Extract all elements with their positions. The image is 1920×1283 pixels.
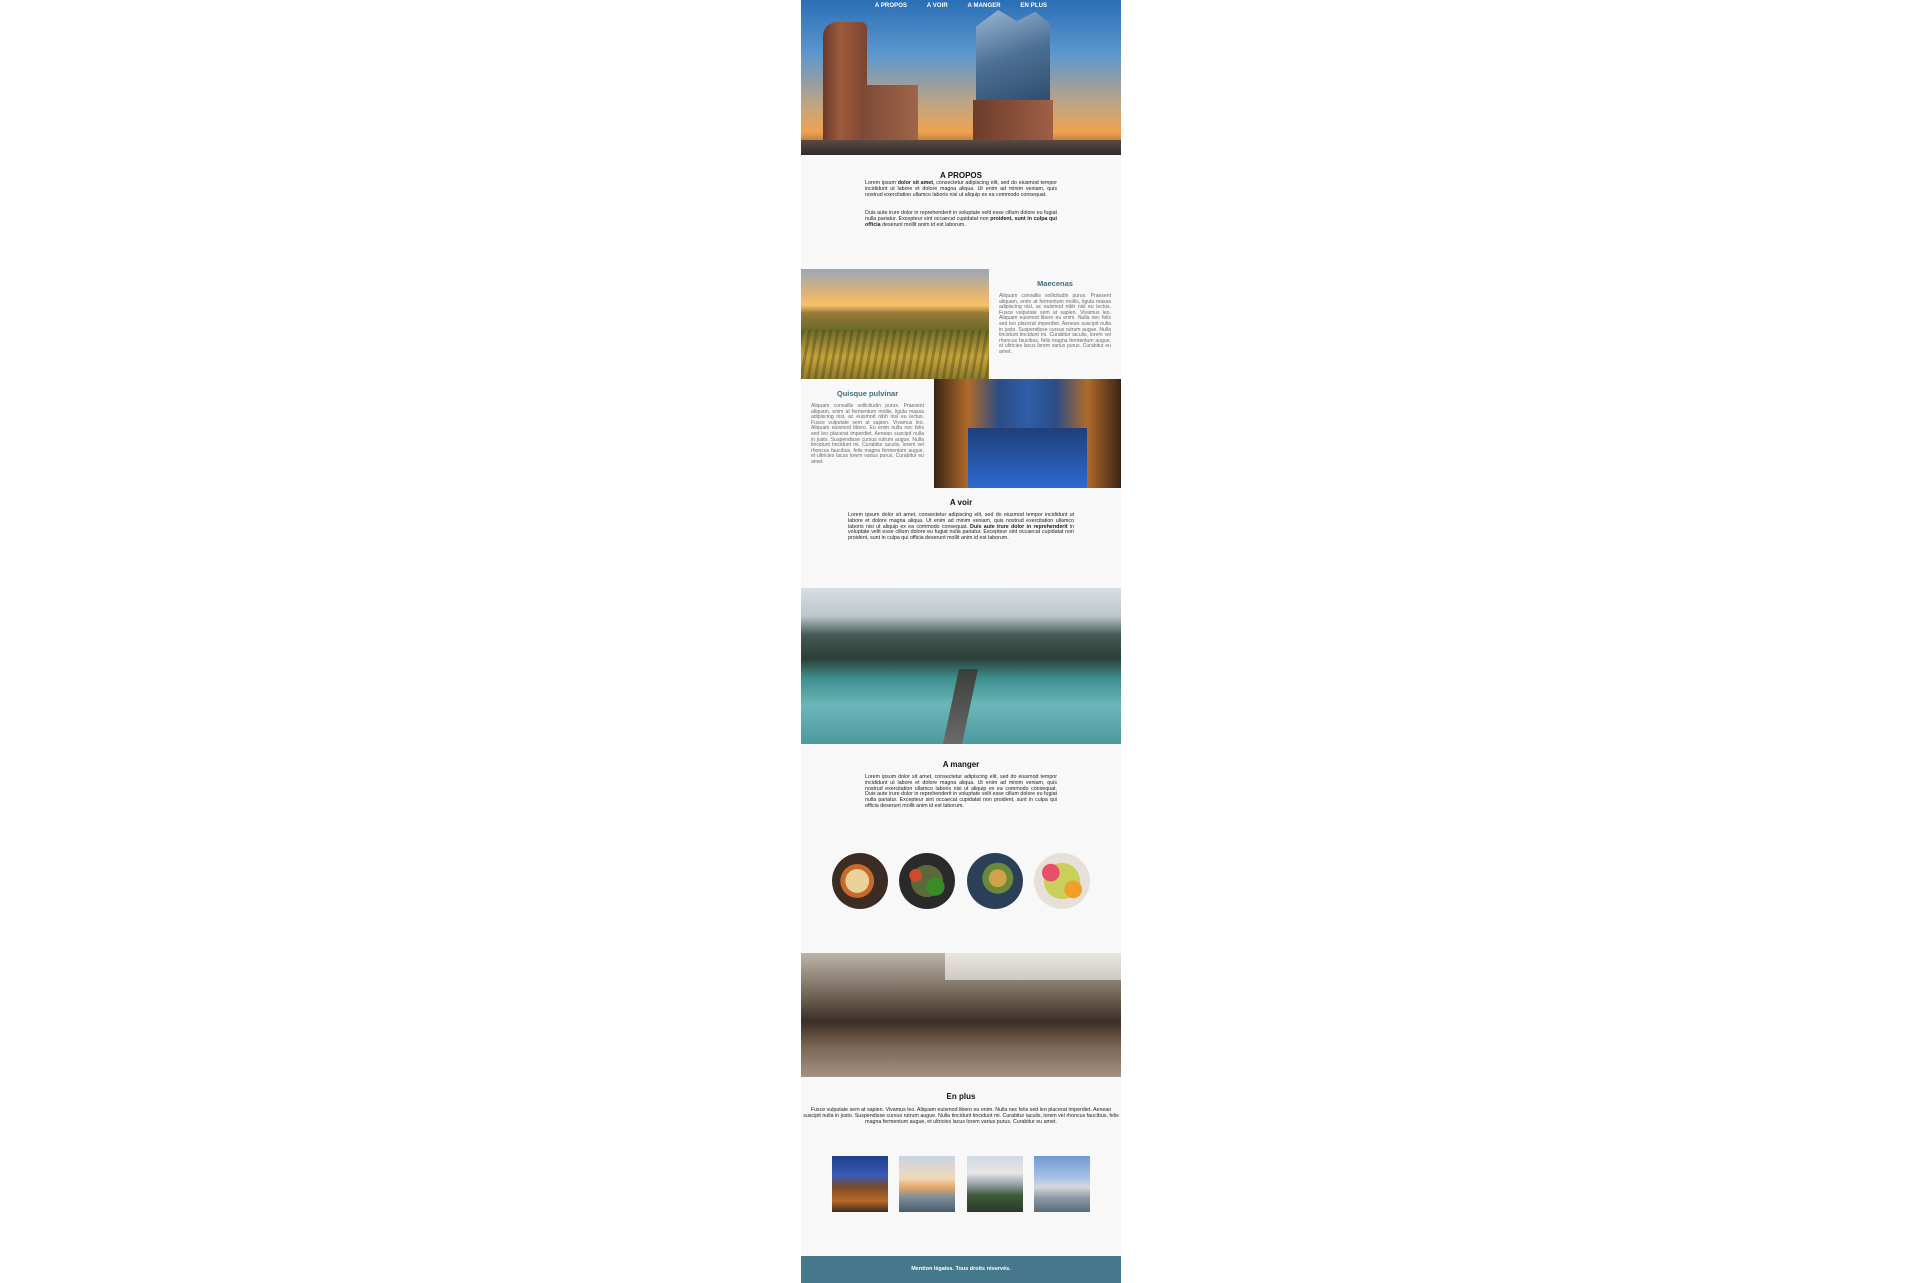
hero-building-right: [976, 10, 1050, 102]
maecenas-text: Aliquam convallis sollicitudin purus. Pr…: [999, 293, 1111, 355]
amanger-title: A manger: [942, 760, 980, 769]
nav-item-amanger[interactable]: A MANGER: [967, 3, 1001, 9]
nav-item-avoir[interactable]: A VOIR: [926, 3, 948, 9]
vineyard-image: [801, 269, 989, 379]
page: A PROPOS A VOIR A MANGER EN PLUS A PROPO…: [801, 0, 1121, 1283]
hero-building-right-base: [973, 100, 1053, 142]
quisque-title: Quisque pulvinar: [836, 389, 899, 398]
apropos-title: A PROPOS: [940, 171, 982, 180]
apropos-paragraph-2: Duis aute irure dolor in reprehenderit i…: [865, 210, 1057, 228]
hero-water: [801, 140, 1121, 155]
food-image-2: [899, 853, 955, 909]
enplus-text: Fusce vulputate sem at sapien. Vivamus l…: [803, 1107, 1119, 1125]
gallery-image-2: [899, 1156, 955, 1212]
maecenas-title: Maecenas: [1037, 279, 1073, 288]
amanger-text: Lorem ipsum dolor sit amet, consectetur …: [865, 774, 1057, 809]
footer-text: Mention légales. Tous droits réservés.: [911, 1266, 1011, 1272]
hero-building-left-base: [863, 85, 918, 142]
top-nav: A PROPOS A VOIR A MANGER EN PLUS: [801, 3, 1121, 9]
footer: Mention légales. Tous droits réservés.: [801, 1256, 1121, 1283]
food-image-1: [832, 853, 888, 909]
food-image-3: [967, 853, 1023, 909]
avoir-text: Lorem ipsum dolor sit amet, consectetur …: [848, 512, 1074, 542]
nav-item-enplus[interactable]: EN PLUS: [1020, 3, 1048, 9]
nav-item-apropos[interactable]: A PROPOS: [874, 3, 908, 9]
hero-image: A PROPOS A VOIR A MANGER EN PLUS: [801, 0, 1121, 155]
canal-image: [934, 379, 1121, 488]
enplus-title: En plus: [946, 1092, 976, 1101]
gallery-image-4: [1034, 1156, 1090, 1212]
gallery-image-3: [967, 1156, 1023, 1212]
gallery-image-1: [832, 1156, 888, 1212]
food-image-4: [1034, 853, 1090, 909]
cafe-image: [801, 953, 1121, 1077]
hero-building-left: [823, 22, 867, 142]
lake-image: [801, 588, 1121, 744]
avoir-title: A voir: [949, 498, 973, 507]
apropos-paragraph-1: Lorem ipsum dolor sit amet, consectetur …: [865, 180, 1057, 198]
quisque-text: Aliquam convallis sollicitudin purus. Pr…: [811, 403, 924, 465]
